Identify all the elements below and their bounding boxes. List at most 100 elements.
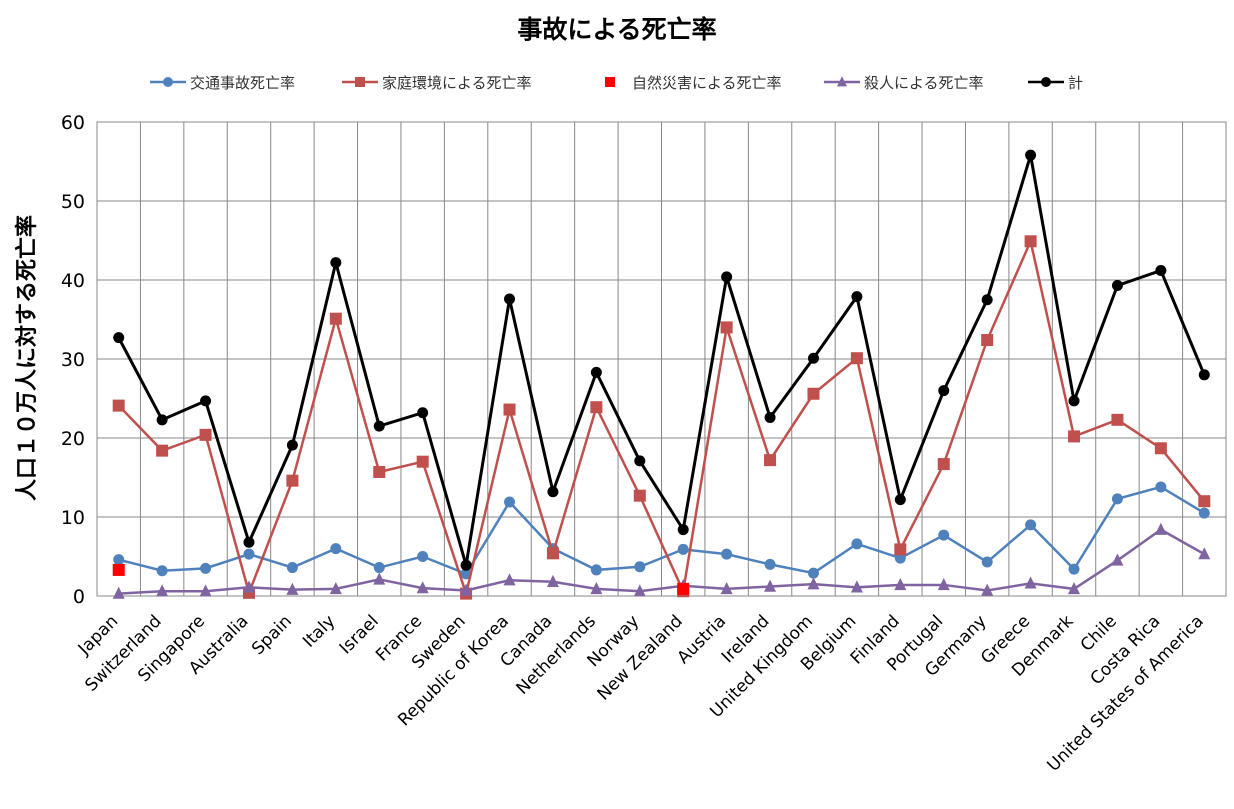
data-point — [1111, 553, 1124, 566]
data-point — [286, 582, 299, 595]
data-point — [677, 543, 689, 555]
data-point — [112, 563, 125, 576]
data-point — [633, 489, 646, 502]
data-point — [373, 572, 386, 585]
data-point — [504, 293, 516, 305]
data-point — [243, 548, 255, 560]
data-point — [764, 411, 776, 423]
data-point — [112, 586, 125, 599]
x-tick-label: Italy — [299, 611, 339, 651]
legend-label: 交通事故死亡率 — [190, 74, 295, 92]
data-point — [1024, 235, 1037, 248]
data-point — [981, 583, 994, 596]
data-point — [851, 538, 863, 550]
data-point — [850, 352, 863, 365]
data-point — [937, 458, 950, 471]
y-tick-label: 20 — [61, 428, 85, 450]
data-point — [373, 562, 385, 574]
data-point — [546, 574, 559, 587]
y-tick-label: 10 — [61, 507, 85, 529]
series-2 — [112, 563, 690, 595]
data-point — [721, 271, 733, 283]
data-point — [156, 584, 169, 597]
series-line — [118, 485, 1205, 576]
y-tick-label: 30 — [61, 349, 85, 371]
legend-item: 計 — [1028, 74, 1083, 92]
y-tick-label: 40 — [61, 270, 85, 292]
chart-title: 事故による死亡率 — [517, 15, 716, 44]
data-point — [416, 581, 429, 594]
data-point — [1111, 413, 1124, 426]
data-point — [417, 407, 429, 419]
data-point — [200, 562, 212, 574]
data-point — [807, 577, 820, 590]
legend-marker — [837, 76, 847, 87]
data-point — [243, 536, 255, 548]
data-point — [460, 583, 473, 596]
series-line — [118, 528, 1205, 595]
data-point — [590, 581, 603, 595]
data-point — [329, 312, 342, 325]
legend-item: 殺人による死亡率 — [824, 74, 984, 92]
data-point — [1068, 563, 1080, 575]
data-point — [807, 387, 820, 400]
legend-label: 殺人による死亡率 — [864, 74, 984, 92]
data-point — [937, 578, 950, 591]
legend-marker — [355, 77, 365, 87]
data-point — [242, 580, 255, 593]
data-point — [546, 547, 559, 560]
data-point — [721, 548, 733, 560]
x-tick-label: Austria — [674, 611, 731, 668]
data-point — [416, 455, 429, 468]
data-point — [764, 558, 776, 570]
data-point — [156, 444, 169, 457]
data-point — [590, 401, 603, 414]
data-point — [634, 561, 646, 573]
data-point — [1198, 495, 1211, 508]
data-point — [938, 529, 950, 541]
data-point — [330, 543, 342, 555]
data-point — [417, 551, 429, 562]
data-point — [286, 474, 299, 487]
data-point — [286, 562, 298, 574]
data-point — [894, 543, 907, 556]
legend-label: 計 — [1068, 74, 1083, 92]
legend-marker — [163, 77, 173, 87]
data-point — [373, 420, 385, 432]
data-point — [1198, 547, 1211, 560]
y-tick-label: 60 — [61, 112, 85, 134]
series-layer — [112, 149, 1211, 600]
data-point — [199, 428, 212, 441]
data-point — [113, 554, 125, 566]
data-point — [981, 294, 993, 306]
data-point — [286, 439, 298, 451]
data-point — [547, 486, 559, 498]
series-1 — [112, 235, 1211, 600]
legend-item: 自然災害による死亡率 — [605, 74, 782, 92]
legend-item: 家庭環境による死亡率 — [342, 74, 532, 92]
data-point — [1198, 507, 1210, 519]
series-line — [117, 154, 1206, 566]
data-point — [1024, 576, 1037, 589]
y-tick-label: 0 — [73, 586, 85, 608]
data-point — [590, 366, 602, 378]
data-point — [720, 321, 733, 334]
y-axis-ticks: 0 10 20 30 40 50 60 — [61, 112, 85, 608]
data-point — [1111, 280, 1123, 292]
data-point — [460, 559, 472, 571]
data-point — [894, 494, 906, 506]
data-point — [634, 455, 646, 467]
legend-marker — [1041, 77, 1051, 87]
y-tick-label: 50 — [61, 191, 85, 213]
data-point — [1025, 149, 1037, 161]
data-point — [938, 385, 950, 397]
data-point — [1111, 493, 1123, 505]
data-point — [330, 257, 342, 269]
data-point — [981, 334, 994, 347]
data-point — [633, 584, 646, 597]
data-point — [720, 581, 733, 595]
data-point — [199, 584, 212, 597]
series-3 — [112, 522, 1211, 599]
